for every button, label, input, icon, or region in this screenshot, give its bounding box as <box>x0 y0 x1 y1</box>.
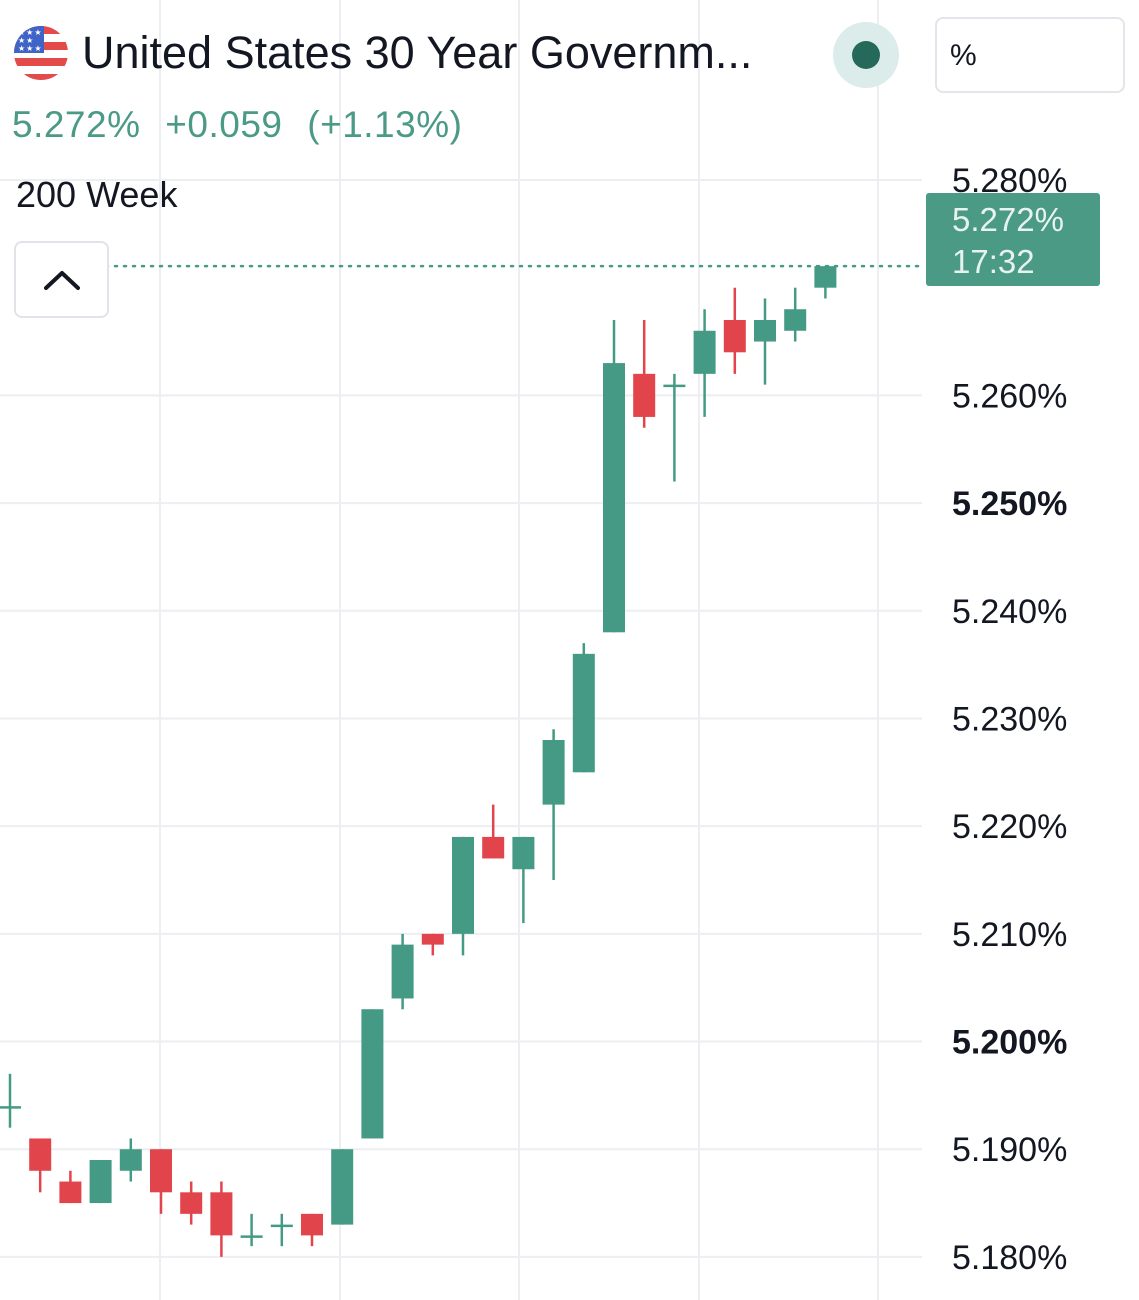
candle-body <box>150 1149 172 1193</box>
unit-selector[interactable]: % <box>935 17 1125 93</box>
candle[interactable] <box>361 1009 384 1139</box>
candle[interactable] <box>331 1149 354 1225</box>
candle-body <box>29 1138 52 1171</box>
chart-header: ★★★ ★★ ★★★ United States 30 Year Governm… <box>14 26 752 80</box>
y-tick-label: 5.240% <box>952 593 1067 631</box>
candle-body <box>633 373 656 417</box>
last-price-label: 5.272% 17:32 <box>926 193 1100 286</box>
chart-grid <box>0 0 922 1300</box>
candle-body <box>421 933 444 945</box>
candle[interactable] <box>723 287 746 374</box>
y-tick-label: 5.220% <box>952 808 1067 846</box>
candle-body <box>512 836 535 870</box>
candle-body <box>210 1192 233 1236</box>
last-price: 5.272% <box>12 104 141 145</box>
candle[interactable] <box>814 266 837 299</box>
unit-label: % <box>950 39 977 72</box>
price-change-percent: (+1.13%) <box>307 104 463 145</box>
market-status-button[interactable] <box>833 22 899 88</box>
chevron-up-icon <box>43 270 80 290</box>
candle-body <box>391 944 414 999</box>
candle[interactable] <box>603 320 625 633</box>
candles-layer <box>0 266 837 1257</box>
candle[interactable] <box>180 1181 203 1225</box>
candle-body <box>814 266 837 288</box>
candle-body <box>240 1235 263 1238</box>
candle-body <box>784 309 807 331</box>
quote-line: 5.272% +0.059 (+1.13%) <box>12 104 462 146</box>
candle[interactable] <box>572 643 595 773</box>
candle[interactable] <box>693 309 716 417</box>
y-tick-label: 5.260% <box>952 377 1067 415</box>
candle[interactable] <box>452 836 474 956</box>
candle-body <box>180 1192 203 1214</box>
candle-body <box>603 363 625 633</box>
y-tick-label: 5.200% <box>952 1024 1067 1062</box>
market-status-dot-icon <box>852 41 880 69</box>
candle[interactable] <box>482 804 505 859</box>
interval-label[interactable]: 200 Week <box>16 174 178 215</box>
candle[interactable] <box>119 1138 142 1182</box>
candle[interactable] <box>421 933 444 956</box>
candle-body <box>542 740 565 805</box>
collapse-button[interactable] <box>14 241 109 318</box>
candle-body <box>572 653 595 773</box>
candle[interactable] <box>633 320 656 428</box>
candle-body <box>663 384 686 388</box>
candle[interactable] <box>150 1149 172 1214</box>
y-tick-label: 5.210% <box>952 916 1067 954</box>
candle[interactable] <box>0 1073 21 1128</box>
candle[interactable] <box>542 729 565 880</box>
last-price-label-time: 17:32 <box>952 243 1035 280</box>
candle[interactable] <box>512 836 535 924</box>
us-flag-icon: ★★★ ★★ ★★★ <box>14 26 68 80</box>
candle-body <box>482 836 505 859</box>
candle-body <box>361 1009 384 1139</box>
candle[interactable] <box>754 298 776 385</box>
candle[interactable] <box>784 287 807 342</box>
candle[interactable] <box>59 1170 82 1204</box>
y-tick-label: 5.230% <box>952 700 1067 738</box>
candle-body <box>301 1213 323 1236</box>
price-change: +0.059 <box>165 104 283 145</box>
candle[interactable] <box>270 1213 293 1247</box>
y-tick-label: 5.190% <box>952 1131 1067 1169</box>
candle-body <box>693 330 716 374</box>
candle-body <box>119 1149 142 1171</box>
symbol-title[interactable]: United States 30 Year Governm... <box>82 27 753 78</box>
candle[interactable] <box>391 933 414 1010</box>
candle-body <box>89 1160 112 1204</box>
candle-body <box>452 836 474 934</box>
candle[interactable] <box>301 1213 323 1247</box>
candle-body <box>331 1149 354 1225</box>
candle[interactable] <box>210 1181 233 1257</box>
candle[interactable] <box>240 1213 263 1247</box>
candle-body <box>0 1106 21 1109</box>
candle[interactable] <box>663 373 686 482</box>
candle-body <box>754 320 776 342</box>
y-tick-label: 5.250% <box>952 485 1067 523</box>
y-tick-label: 5.180% <box>952 1239 1067 1277</box>
candle[interactable] <box>89 1160 112 1204</box>
price-axis[interactable]: 5.280%5.260%5.250%5.240%5.230%5.220%5.21… <box>952 162 1067 1277</box>
candle[interactable] <box>29 1138 52 1193</box>
last-price-label-value: 5.272% <box>952 201 1064 238</box>
candle-body <box>59 1181 82 1204</box>
candle-body <box>723 320 746 353</box>
candle-body <box>270 1224 293 1228</box>
